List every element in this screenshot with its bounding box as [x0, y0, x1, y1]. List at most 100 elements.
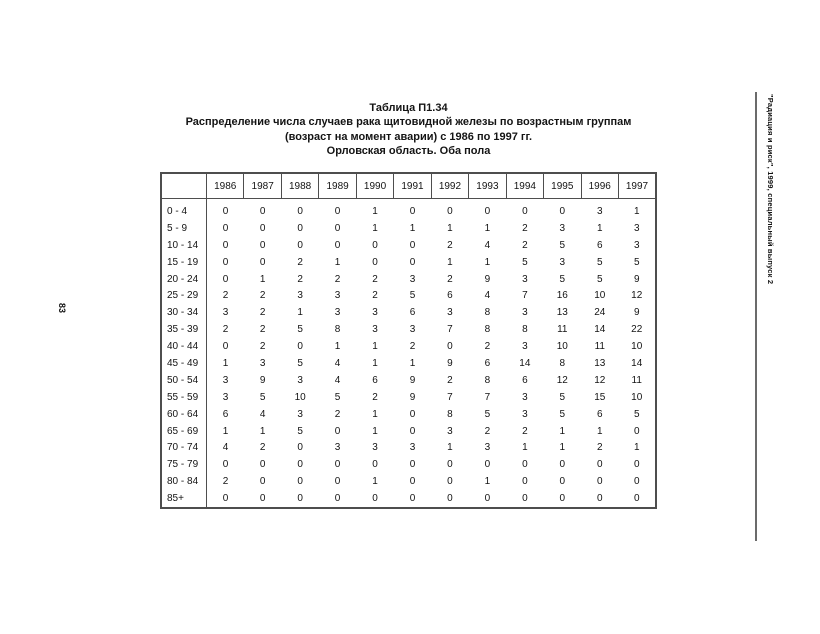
year-header-cell: 1990: [356, 173, 395, 199]
table-title-line-2: (возраст на момент аварии) с 1986 по 199…: [284, 130, 533, 143]
case-count-cell: 9: [409, 391, 416, 403]
case-count-cell: 11: [594, 341, 605, 353]
case-count-cell: 0: [297, 341, 303, 353]
case-count-cell: 2: [522, 239, 528, 251]
table-row: 40 - 44 0 2 0 1 1 2 0 2 3 10 11 10: [161, 338, 656, 356]
case-count-cell: 3: [633, 222, 640, 234]
case-count-cell: 0: [409, 205, 416, 217]
age-group-cell: 70 - 74: [161, 439, 207, 457]
table-row: 20 - 24 0 1 2 2 2 3 2 9 3 5 5 9: [161, 270, 656, 288]
table-row: 10 - 14 0 0 0 0 0 0 2 4 2 5 6 3: [161, 236, 656, 254]
case-count-cell: 1: [633, 442, 640, 454]
case-count-cell: 6: [372, 374, 378, 386]
case-count-cell: 0: [596, 459, 603, 471]
case-count-cell: 0: [409, 239, 416, 251]
case-count-cell: 1: [372, 205, 378, 217]
table-row: 55 - 59 3 5 10 5 2 9 7 7 3 5 15 10: [161, 388, 656, 406]
case-count-cell: 0: [297, 459, 303, 471]
case-count-cell: 0: [522, 493, 528, 505]
case-count-cell: 4: [222, 442, 229, 454]
table-title-block: Таблица П1.34 Распределение числа случае…: [130, 101, 687, 159]
case-count-cell: 1: [484, 222, 491, 234]
case-count-cell: 0: [334, 239, 341, 251]
case-count-cell: 3: [372, 324, 378, 336]
case-count-cell: 0: [222, 256, 229, 268]
case-count-cell: 4: [259, 408, 266, 420]
case-count-cell: 2: [259, 324, 266, 336]
case-count-cell: 1: [409, 357, 416, 369]
case-count-cell: 0: [633, 493, 640, 505]
case-count-cell: 2: [522, 222, 528, 234]
margin-divider-rule: [755, 92, 757, 541]
journal-citation-note: "Радиация и риск", 1999, специальный вып…: [766, 94, 775, 285]
case-count-cell: 0: [222, 205, 229, 217]
case-count-cell: 5: [484, 408, 491, 420]
case-count-cell: 5: [297, 425, 303, 437]
table-row: 75 - 79 0 0 0 0 0 0 0 0 0 0 0 0: [161, 456, 656, 474]
case-count-cell: 0: [259, 222, 266, 234]
case-count-cell: 3: [297, 408, 303, 420]
case-count-cell: 3: [522, 408, 528, 420]
case-count-cell: 3: [559, 256, 566, 268]
case-count-cell: 1: [559, 442, 566, 454]
case-count-cell: 1: [372, 341, 378, 353]
case-count-cell: 8: [447, 408, 453, 420]
case-count-cell: 1: [484, 256, 491, 268]
case-count-cell: 8: [484, 324, 491, 336]
case-count-cell: 11: [557, 324, 568, 336]
case-count-cell: 10: [594, 290, 606, 302]
case-count-cell: 5: [596, 256, 603, 268]
case-count-cell: 5: [297, 357, 303, 369]
case-count-cell: 9: [409, 374, 416, 386]
year-header-cell: 1986: [206, 173, 245, 199]
year-header-cell: 1992: [431, 173, 470, 199]
case-count-cell: 3: [222, 391, 229, 403]
case-count-cell: 1: [596, 222, 603, 234]
case-count-cell: 5: [559, 391, 566, 403]
table-row: 85+ 0 0 0 0 0 0 0 0 0 0 0 0: [161, 490, 656, 509]
case-count-cell: 0: [409, 256, 416, 268]
case-count-cell: 0: [522, 459, 528, 471]
table-row: 0 - 4 0 0 0 0 1 0 0 0 0 0 3 1: [161, 198, 656, 220]
case-count-cell: 0: [447, 459, 453, 471]
case-count-cell: 2: [334, 273, 341, 285]
table-row: 60 - 64 6 4 3 2 1 0 8 5 3 5 6 5: [161, 405, 656, 423]
table-row: 5 - 9 0 0 0 0 1 1 1 1 2 3 1 3: [161, 219, 656, 237]
case-count-cell: 1: [259, 273, 266, 285]
age-group-cell: 20 - 24: [161, 270, 207, 288]
case-count-cell: 0: [596, 476, 603, 488]
year-header-cell: 1989: [318, 173, 357, 199]
age-group-cell: 75 - 79: [161, 456, 207, 474]
case-count-cell: 8: [559, 357, 566, 369]
case-count-cell: 1: [222, 357, 229, 369]
case-count-cell: 0: [447, 493, 453, 505]
case-count-cell: 0: [259, 239, 266, 251]
case-count-cell: 0: [522, 205, 528, 217]
case-count-cell: 5: [559, 239, 566, 251]
case-count-cell: 3: [522, 341, 528, 353]
case-count-cell: 5: [596, 273, 603, 285]
case-count-cell: 2: [259, 290, 266, 302]
case-count-cell: 2: [222, 324, 229, 336]
table-row: 50 - 54 3 9 3 4 6 9 2 8 6 12 12 11: [161, 371, 656, 389]
case-count-cell: 1: [409, 222, 416, 234]
case-count-cell: 2: [222, 290, 229, 302]
case-count-cell: 6: [222, 408, 229, 420]
age-group-cell: 85+: [161, 490, 207, 509]
table-row: 70 - 74 4 2 0 3 3 3 1 3 1 1 2 1: [161, 439, 656, 457]
case-count-cell: 5: [633, 408, 640, 420]
age-group-cell: 60 - 64: [161, 405, 207, 423]
case-count-cell: 3: [259, 357, 266, 369]
case-count-cell: 0: [259, 493, 266, 505]
case-count-cell: 1: [259, 425, 266, 437]
year-header-cell: 1995: [543, 173, 582, 199]
case-count-cell: 1: [447, 222, 453, 234]
case-count-cell: 1: [334, 341, 341, 353]
case-count-cell: 0: [334, 459, 341, 471]
case-count-cell: 22: [631, 324, 643, 336]
case-count-cell: 6: [447, 290, 453, 302]
case-count-cell: 0: [559, 476, 566, 488]
case-count-cell: 8: [484, 374, 491, 386]
case-count-cell: 3: [447, 307, 453, 319]
